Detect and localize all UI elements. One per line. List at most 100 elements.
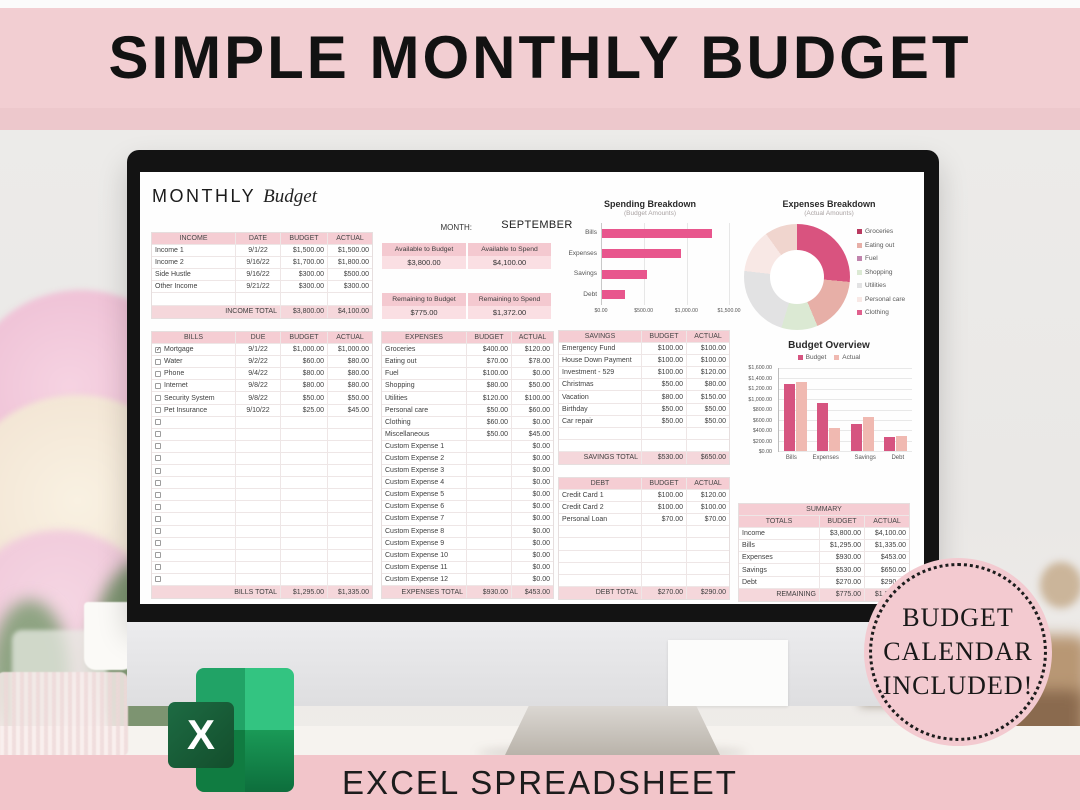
legend-marker — [857, 242, 862, 248]
checkbox[interactable] — [155, 479, 161, 486]
category-label: Expenses — [568, 249, 597, 257]
chart-title: Expenses Breakdown — [782, 199, 876, 209]
checkbox[interactable] — [155, 491, 161, 498]
table-cell — [642, 439, 687, 451]
sheet-title: MONTHLY Budget — [152, 186, 317, 208]
table-row: Fuel $100.00 $0.00 — [382, 368, 553, 381]
checkbox[interactable] — [155, 503, 161, 510]
table-cell — [642, 574, 687, 586]
chart-subtitle: (Actual Amounts) — [804, 210, 854, 217]
table-cell: $50.00 — [642, 403, 687, 415]
table-cell: Bills — [739, 540, 820, 552]
legend-item: Shopping — [857, 269, 905, 276]
table-cell: 9/2/22 — [236, 356, 281, 368]
table-cell: $70.00 — [467, 356, 512, 368]
table-row: Personal care $50.00 $60.00 — [382, 404, 553, 417]
table-cell: Birthday — [559, 403, 642, 415]
available-to-budget-value: $3,800.00 — [382, 256, 466, 269]
table-title: SUMMARY — [806, 506, 842, 514]
checkbox[interactable] — [155, 370, 161, 377]
checkbox[interactable]: ✓ — [155, 346, 162, 353]
table-cell: $3,800.00 — [820, 528, 865, 540]
table-row: Credit Card 2 $100.00 $100.00 — [559, 502, 729, 515]
checkbox[interactable] — [155, 564, 161, 571]
table-cell: $120.00 — [700, 492, 726, 500]
checkbox[interactable] — [155, 358, 161, 365]
table-cell — [281, 549, 328, 561]
checkbox[interactable] — [155, 407, 161, 414]
table-cell — [281, 440, 328, 452]
month-value-cell[interactable]: SEPTEMBER — [501, 219, 573, 231]
checkbox[interactable] — [155, 576, 161, 583]
table-cell — [687, 428, 729, 439]
table-cell — [236, 537, 281, 549]
total-actual-value: $1,335.00 — [337, 588, 369, 596]
checkbox[interactable] — [155, 540, 161, 547]
checkbox[interactable] — [155, 515, 161, 522]
table-cell: $120.00 — [467, 392, 512, 404]
month-label: MONTH: — [440, 223, 472, 232]
monitor-screen: MONTHLY Budget MONTH: SEPTEMBER Available… — [140, 172, 924, 604]
legend-item: Eating out — [857, 242, 905, 249]
table-cell — [328, 562, 372, 573]
table-cell: ACTUAL — [873, 518, 901, 526]
table-cell: $50.00 — [642, 415, 687, 427]
axis-tick-label: $0.00 — [594, 308, 608, 314]
table-row-empty — [559, 439, 729, 452]
table-row: Shopping $80.00 $50.00 — [382, 380, 553, 393]
ribbed-glass-cup — [0, 672, 128, 756]
table-cell — [281, 293, 328, 305]
checkbox[interactable] — [155, 467, 161, 474]
checkbox[interactable] — [155, 455, 161, 462]
sheet-title-main: MONTHLY — [152, 186, 257, 206]
gridline — [779, 399, 912, 401]
table-cell — [236, 428, 281, 440]
table-title-row: SUMMARY — [739, 504, 909, 517]
table-row: Christmas $50.00 $80.00 — [559, 379, 729, 392]
top-banner: SIMPLE MONTHLY BUDGET — [0, 8, 1080, 108]
legend-marker — [857, 256, 862, 261]
top-banner-accent-strip — [0, 108, 1080, 130]
table-total-row: EXPENSES TOTAL $930.00 $453.00 — [382, 585, 553, 599]
total-budget-value: $930.00 — [467, 585, 512, 599]
table-cell: $100.00 — [642, 490, 687, 502]
bar-row — [602, 285, 729, 306]
table-total-row: SAVINGS TOTAL $530.00 $650.00 — [559, 451, 729, 465]
table-cell: $500.00 — [343, 271, 369, 279]
badge-line: BUDGET — [902, 603, 1014, 633]
table-cell: $0.00 — [532, 467, 550, 475]
total-budget-value: $775.00 — [820, 588, 865, 601]
checkbox[interactable] — [155, 431, 161, 438]
checkbox[interactable] — [155, 552, 161, 559]
table-row: Miscellaneous $50.00 $45.00 — [382, 428, 553, 441]
table-cell — [642, 562, 687, 574]
table-cell — [281, 573, 328, 585]
table-row: Car repair $50.00 $50.00 — [559, 415, 729, 428]
table-cell: Custom Expense 6 — [382, 501, 467, 513]
badge-line: CALENDAR — [883, 637, 1033, 667]
table-cell: $0.00 — [532, 491, 550, 499]
checkbox[interactable] — [155, 528, 161, 535]
checkbox[interactable] — [155, 382, 161, 389]
sticky-note — [668, 640, 788, 706]
table-row: Debt$270.00$290.00 — [739, 576, 909, 589]
checkbox[interactable] — [155, 443, 161, 450]
checkbox[interactable] — [155, 419, 161, 426]
table-row: Custom Expense 12 $0.00 — [382, 573, 553, 586]
table-cell — [236, 501, 281, 513]
income-table: INCOME DATE BUDGET ACTUAL Income 1 9/1/22 $1,5… — [151, 232, 373, 319]
table-row: Custom Expense 9 $0.00 — [382, 537, 553, 550]
donut-chart — [744, 224, 850, 330]
table-cell: $80.00 — [347, 382, 369, 390]
table-cell: BUDGET — [820, 516, 865, 528]
expenses-table: EXPENSES BUDGET ACTUAL Groceries $400.00 $120… — [381, 331, 554, 600]
table-cell — [467, 561, 512, 573]
table-cell: $150.00 — [700, 393, 726, 401]
table-cell: Savings — [739, 564, 820, 576]
table-row-empty — [559, 550, 729, 563]
bar — [883, 436, 895, 451]
bar — [817, 402, 829, 451]
budget-overview-chart: Budget Overview Budget Actual $1,600.00 $1,4… — [738, 338, 920, 468]
checkbox[interactable] — [155, 395, 161, 402]
table-cell — [236, 489, 281, 501]
